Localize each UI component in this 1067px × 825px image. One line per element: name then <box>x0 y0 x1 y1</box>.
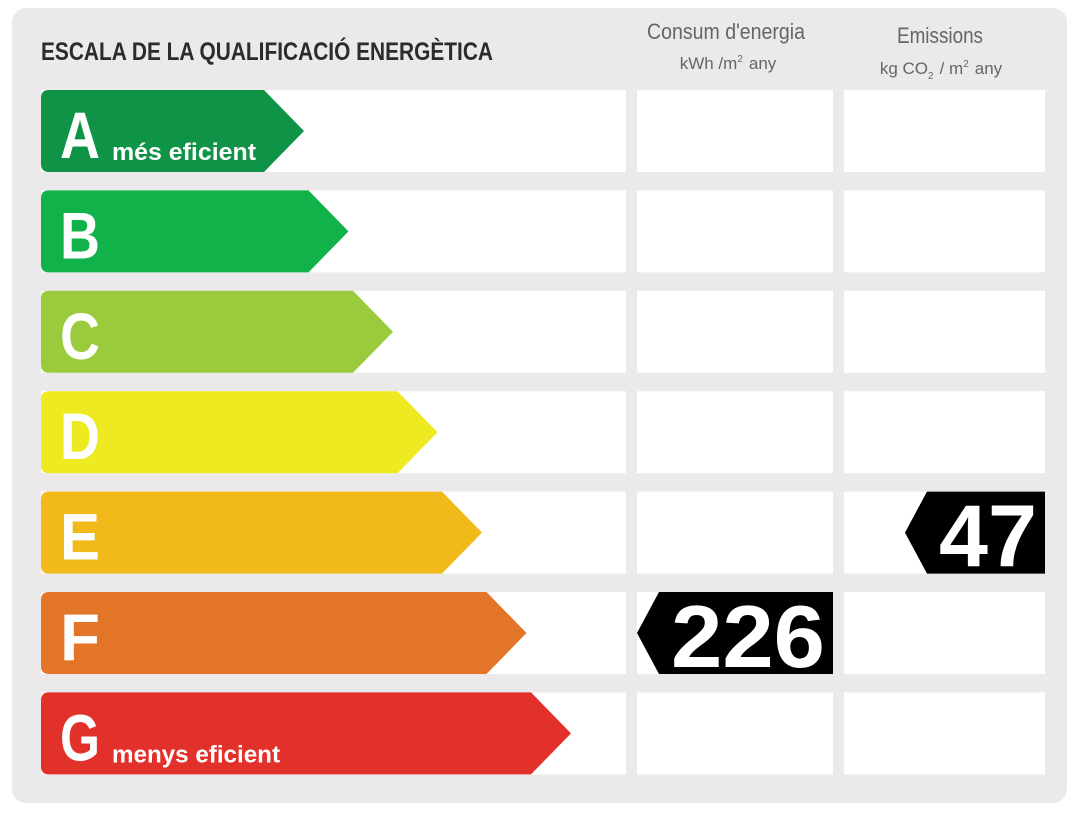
value-badge <box>637 592 833 674</box>
value-cell <box>637 290 833 373</box>
value-cell <box>637 190 833 273</box>
unit-part: kWh /m <box>680 54 738 73</box>
rating-arrow <box>41 90 304 172</box>
column-unit: kg CO2/ m2 any <box>880 59 1003 82</box>
rating-arrow <box>41 190 349 273</box>
value-cell <box>844 391 1045 474</box>
unit-part: any <box>749 54 777 73</box>
rating-note: més eficient <box>112 139 256 166</box>
unit-part: kg CO <box>880 59 928 78</box>
value-cell <box>637 391 833 474</box>
rating-letter: A <box>60 98 100 172</box>
unit-part: any <box>975 59 1003 78</box>
value-cell <box>844 190 1045 273</box>
rating-note: menys eficient <box>112 741 280 768</box>
value-cell <box>637 491 833 574</box>
rating-arrow <box>41 290 393 373</box>
rating-letter: G <box>60 700 100 774</box>
value-cell <box>637 692 833 775</box>
value-cell <box>844 90 1045 172</box>
rating-arrow <box>41 491 482 574</box>
column-title: Consum d'energia <box>647 19 806 44</box>
value-cell <box>637 90 833 172</box>
rating-letter: C <box>60 299 100 373</box>
value-cell <box>844 290 1045 373</box>
column-unit: kWh /m2 any <box>680 54 777 73</box>
value-cell <box>844 592 1045 674</box>
value-text: 47 <box>939 487 1037 586</box>
rating-arrow <box>41 391 438 474</box>
rating-arrow <box>41 592 527 674</box>
unit-sub: 2 <box>928 71 934 82</box>
rating-letter: B <box>60 198 100 272</box>
unit-part: / m <box>940 59 964 78</box>
unit-sup: 2 <box>963 59 969 70</box>
unit-sup: 2 <box>737 54 743 65</box>
value-text: 226 <box>671 587 825 686</box>
rating-letter: D <box>60 399 100 473</box>
value-cell <box>844 692 1045 775</box>
value-badge <box>905 491 1045 574</box>
rating-letter: F <box>60 600 100 674</box>
title: ESCALA DE LA QUALIFICACIÓ ENERGÈTICA <box>41 36 493 66</box>
column-title: Emissions <box>897 23 983 48</box>
rating-letter: E <box>60 500 100 574</box>
rating-arrow <box>41 692 571 775</box>
